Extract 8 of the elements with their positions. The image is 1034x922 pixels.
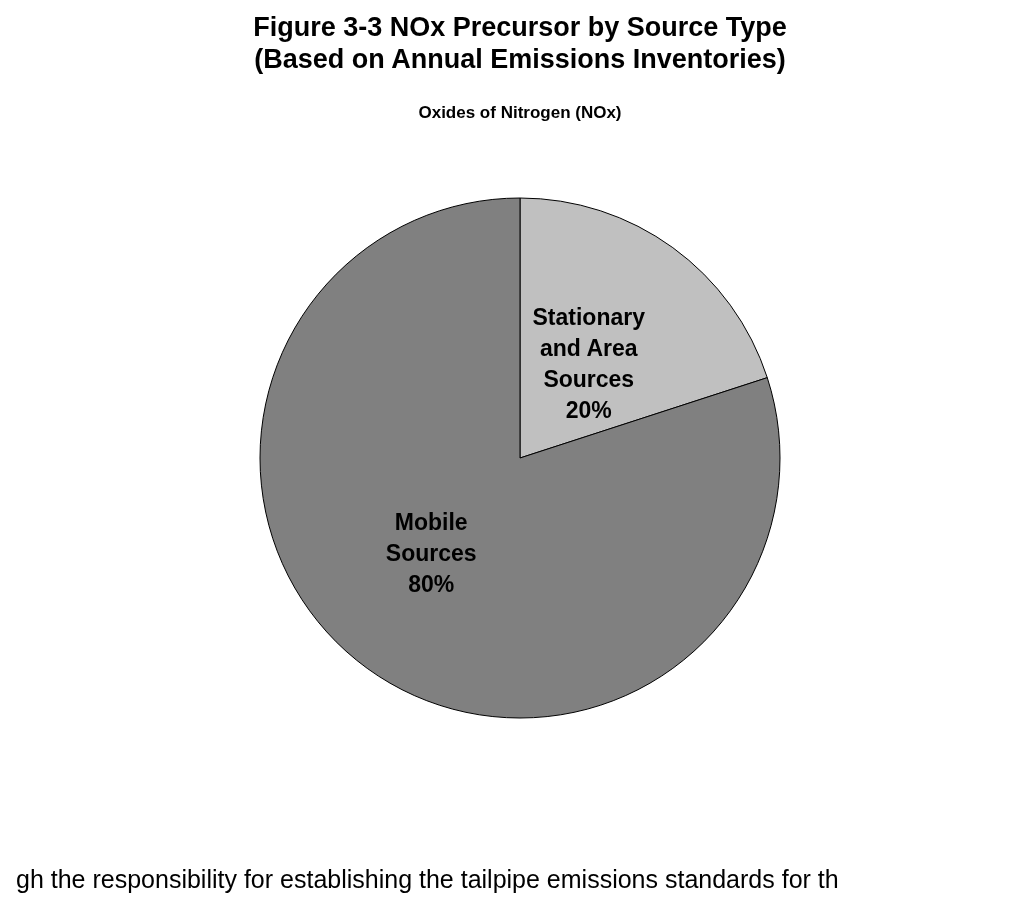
pie-slice (259, 197, 781, 719)
slice-label: Stationary and Area Sources (532, 303, 646, 392)
slice-label: Mobile Sources (385, 508, 477, 566)
data-label: 20% (565, 396, 612, 423)
chart-subtitle: Oxides of Nitrogen (NOx) (418, 103, 622, 122)
data-label: 80% (408, 570, 455, 597)
chart-title: Figure 3-3 NOx Precursor by Source Type (Based on Annual Emissions Inventories) (253, 12, 787, 74)
text: gh the responsibility for establishing the tailpipe emissions standards for th (16, 865, 839, 893)
